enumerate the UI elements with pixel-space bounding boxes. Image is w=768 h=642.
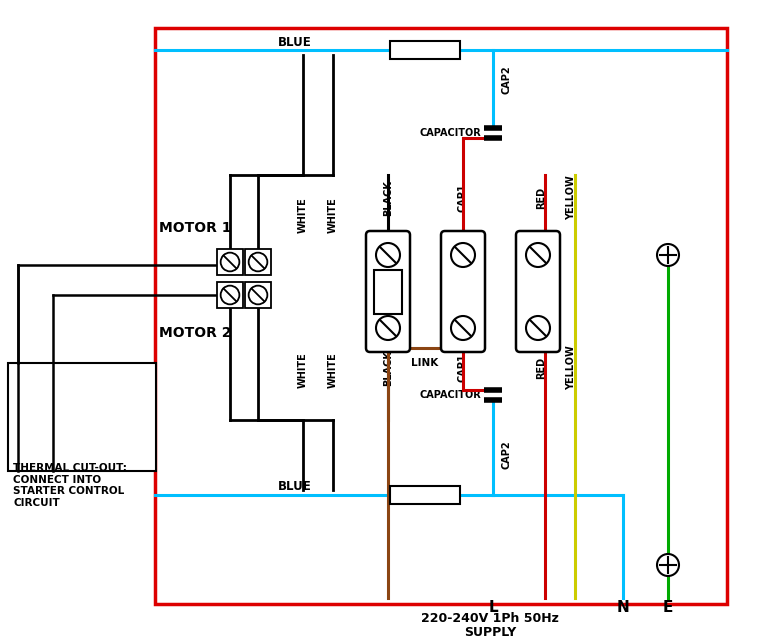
Text: WHITE: WHITE — [298, 352, 308, 388]
Text: L: L — [488, 600, 498, 616]
Bar — [217, 282, 243, 308]
Text: BLACK: BLACK — [383, 180, 393, 216]
Text: MOTOR 1: MOTOR 1 — [159, 221, 231, 235]
Circle shape — [451, 243, 475, 267]
Text: BLUE: BLUE — [278, 35, 312, 49]
Circle shape — [376, 316, 400, 340]
Text: CAP1: CAP1 — [458, 184, 468, 213]
Text: WHITE: WHITE — [328, 197, 338, 233]
Text: BLUE: BLUE — [278, 480, 312, 494]
Text: RED: RED — [536, 357, 546, 379]
Text: THERMAL CUT-OUT:
CONNECT INTO
STARTER CONTROL
CIRCUIT: THERMAL CUT-OUT: CONNECT INTO STARTER CO… — [13, 463, 127, 508]
Bar — [390, 486, 460, 504]
Circle shape — [220, 286, 240, 304]
Bar — [374, 270, 402, 313]
Text: RED: RED — [536, 187, 546, 209]
Text: E: E — [663, 600, 674, 616]
Text: MOTOR 2: MOTOR 2 — [159, 326, 231, 340]
Circle shape — [376, 243, 400, 267]
Circle shape — [526, 316, 550, 340]
Text: CAP2: CAP2 — [501, 440, 511, 469]
Text: SUPPLY: SUPPLY — [464, 627, 516, 639]
Text: CAP1: CAP1 — [458, 354, 468, 383]
Circle shape — [451, 316, 475, 340]
Circle shape — [220, 253, 240, 272]
Text: BLACK: BLACK — [383, 350, 393, 386]
Bar — [155, 28, 727, 604]
Circle shape — [657, 244, 679, 266]
Text: WHITE: WHITE — [298, 197, 308, 233]
Text: LINK: LINK — [412, 358, 439, 368]
Bar — [390, 41, 460, 59]
Bar — [217, 249, 243, 275]
FancyBboxPatch shape — [366, 231, 410, 352]
Text: WHITE: WHITE — [328, 352, 338, 388]
Text: CAPACITOR: CAPACITOR — [419, 128, 481, 138]
Bar — [8, 363, 156, 471]
Circle shape — [249, 253, 267, 272]
FancyBboxPatch shape — [441, 231, 485, 352]
Text: CAP2: CAP2 — [501, 65, 511, 94]
Text: YELLOW: YELLOW — [566, 176, 576, 220]
Circle shape — [657, 554, 679, 576]
Text: N: N — [617, 600, 629, 616]
Text: 220-240V 1Ph 50Hz: 220-240V 1Ph 50Hz — [421, 611, 559, 625]
Circle shape — [249, 286, 267, 304]
Text: CAPACITOR: CAPACITOR — [419, 390, 481, 400]
FancyBboxPatch shape — [516, 231, 560, 352]
Text: YELLOW: YELLOW — [566, 345, 576, 390]
Bar — [245, 249, 271, 275]
Circle shape — [526, 243, 550, 267]
Bar — [245, 282, 271, 308]
